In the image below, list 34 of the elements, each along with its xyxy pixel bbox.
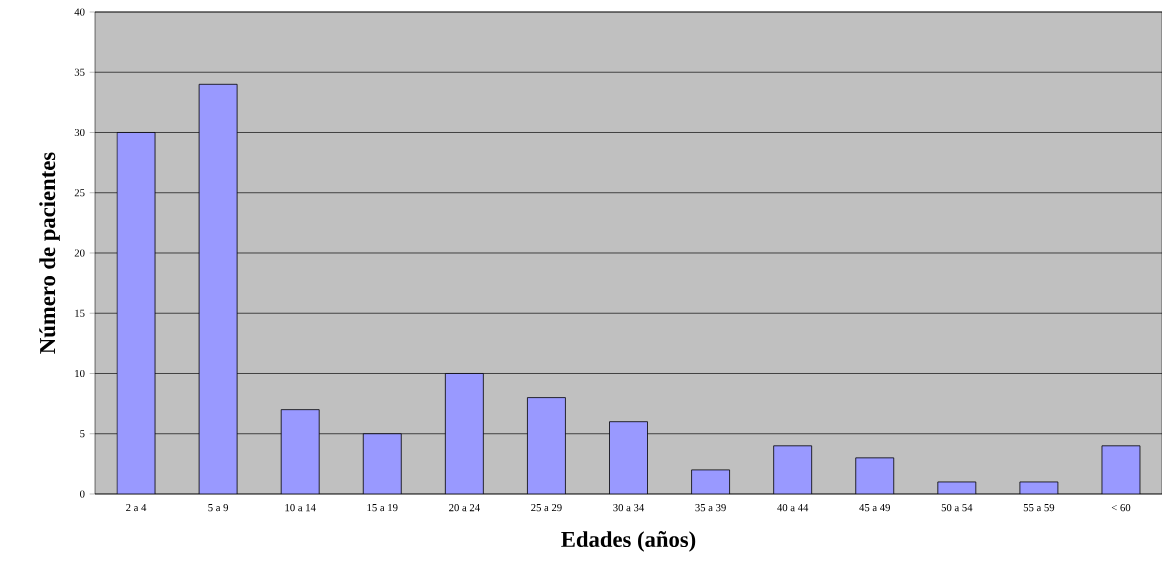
- bar: [1101, 445, 1141, 494]
- x-tick-label: 25 a 29: [531, 504, 562, 512]
- y-tick-label: 5: [80, 430, 85, 438]
- x-tick-label: 40 a 44: [777, 504, 809, 512]
- x-tick-label: 2 a 4: [126, 504, 147, 512]
- y-axis-title: Número de pacientes: [39, 152, 60, 354]
- x-tick-label: 20 a 24: [449, 504, 480, 512]
- x-tick-label: 5 a 9: [208, 504, 229, 512]
- bar: [280, 409, 320, 494]
- x-tick-label: 10 a 14: [285, 504, 316, 512]
- bar: [444, 373, 484, 494]
- y-tick-label: 40: [74, 8, 85, 16]
- bar: [855, 457, 895, 494]
- y-tick-label: 30: [74, 128, 85, 137]
- y-tick-label: 20: [74, 249, 85, 257]
- bar: [527, 397, 566, 494]
- y-tick-label: 10: [75, 369, 85, 378]
- y-tick-label: 25: [74, 189, 85, 197]
- x-tick-label: 55 a 59: [1023, 504, 1055, 512]
- x-tick-label: 30 a 34: [613, 504, 645, 512]
- y-tick-label: 0: [80, 490, 85, 498]
- bar: [609, 421, 648, 494]
- y-tick-label: 35: [74, 68, 85, 76]
- x-axis-title: Edades (años): [561, 531, 696, 552]
- bar: [773, 445, 813, 494]
- bar: [116, 132, 156, 494]
- x-tick-label: 45 a 49: [859, 504, 890, 512]
- x-tick-label: < 60: [1111, 504, 1131, 512]
- bar: [198, 83, 238, 494]
- x-tick-label: 35 a 39: [695, 504, 726, 512]
- x-tick-label: 50 a 54: [941, 504, 973, 512]
- y-tick-label: 15: [75, 309, 85, 317]
- x-tick-label: 15 a 19: [367, 504, 398, 512]
- bar: [362, 433, 402, 494]
